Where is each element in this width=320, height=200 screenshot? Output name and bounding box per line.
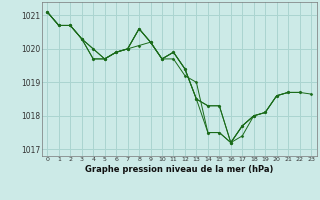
X-axis label: Graphe pression niveau de la mer (hPa): Graphe pression niveau de la mer (hPa) xyxy=(85,165,273,174)
